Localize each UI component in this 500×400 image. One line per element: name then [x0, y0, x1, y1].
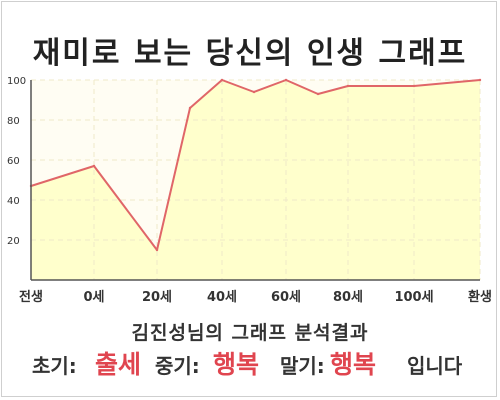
- data-point: [252, 90, 256, 94]
- data-point: [346, 84, 350, 88]
- early-value: 출세: [95, 350, 142, 379]
- data-point: [220, 78, 224, 82]
- y-tick-label: 80: [7, 116, 20, 127]
- x-tick-label: 60세: [271, 290, 301, 305]
- data-point: [155, 248, 159, 252]
- data-point: [188, 106, 192, 110]
- late-label: 말기:: [280, 354, 325, 378]
- x-tick-label: 80세: [333, 290, 363, 305]
- result-suffix: 입니다: [407, 354, 463, 378]
- data-point: [412, 84, 416, 88]
- x-tick-label: 전생: [19, 289, 43, 305]
- x-tick-label: 0세: [83, 290, 104, 305]
- x-tick-label: 20세: [142, 290, 172, 305]
- y-tick-label: 60: [7, 156, 20, 167]
- series-area: [31, 80, 480, 280]
- x-tick-label: 100세: [394, 290, 433, 305]
- early-label: 초기:: [32, 354, 77, 378]
- analysis-heading: 김진성님의 그래프 분석결과: [131, 322, 369, 344]
- y-tick-label: 100: [7, 76, 26, 87]
- data-point: [478, 78, 482, 82]
- data-point: [284, 78, 288, 82]
- late-value: 행복: [330, 350, 377, 379]
- x-tick-label: 환생: [468, 289, 492, 305]
- chart-title: 재미로 보는 당신의 인생 그래프: [32, 36, 468, 71]
- mid-value: 행복: [213, 350, 260, 379]
- y-tick-label: 40: [7, 196, 20, 207]
- x-tick-label: 40세: [207, 290, 237, 305]
- y-tick-label: 20: [7, 236, 20, 247]
- data-point: [92, 164, 96, 168]
- mid-label: 중기:: [155, 354, 200, 378]
- data-point: [316, 92, 320, 96]
